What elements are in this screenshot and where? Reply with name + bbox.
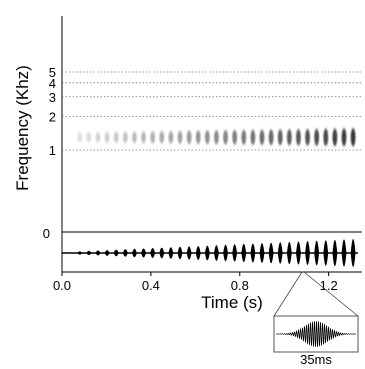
waveform-pulse bbox=[77, 251, 83, 255]
waveform-pulse bbox=[186, 246, 192, 260]
spectrogram-pulse bbox=[241, 129, 247, 145]
spectrogram-pulse bbox=[204, 130, 210, 145]
waveform-pulse bbox=[259, 243, 265, 263]
spectrogram-pulse bbox=[95, 132, 101, 143]
y-tick-label: 4 bbox=[49, 76, 56, 91]
waveform-pulse bbox=[95, 250, 101, 256]
waveform-pulse bbox=[286, 241, 292, 265]
waveform-zero-tick: 0 bbox=[43, 226, 50, 241]
y-tick-label: 5 bbox=[49, 65, 56, 80]
waveform-pulse bbox=[341, 239, 347, 267]
waveform-pulse bbox=[332, 239, 338, 267]
spectrogram-pulse bbox=[214, 130, 219, 145]
spectrogram-pulse bbox=[186, 130, 192, 144]
spectrogram-pulse bbox=[113, 131, 119, 143]
waveform-pulse bbox=[177, 246, 183, 260]
spectrogram-pulse bbox=[323, 128, 329, 146]
spectrogram-pulse bbox=[132, 131, 137, 144]
x-tick-label: 0.0 bbox=[53, 278, 71, 293]
spectrogram-pulse bbox=[296, 129, 301, 146]
inset-label: 35ms bbox=[300, 352, 332, 367]
x-tick-label: 0.4 bbox=[142, 278, 160, 293]
zoom-line-left bbox=[273, 271, 303, 317]
waveform-pulse bbox=[250, 243, 256, 263]
waveform-pulse bbox=[86, 250, 92, 256]
spectrogram-pulse bbox=[150, 131, 156, 144]
spectrogram-pulse bbox=[268, 129, 274, 146]
spectrogram-pulse bbox=[168, 130, 174, 144]
waveform-pulse bbox=[323, 240, 329, 266]
y-tick-label: 2 bbox=[49, 109, 56, 124]
spectrogram-pulse bbox=[223, 130, 228, 145]
spectrogram-pulse bbox=[77, 132, 83, 143]
spectrogram-pulse bbox=[104, 131, 110, 143]
y-tick-label: 1 bbox=[49, 143, 56, 158]
zoom-line-right bbox=[303, 271, 359, 317]
waveform-pulse bbox=[214, 245, 219, 261]
waveform-pulse bbox=[104, 250, 110, 256]
spectrogram-pulse bbox=[350, 128, 356, 147]
x-tick-label: 0.8 bbox=[231, 278, 249, 293]
waveform-pulse bbox=[296, 241, 301, 265]
spectrogram-pulse bbox=[141, 131, 146, 144]
y-axis-label: Frequency (Khz) bbox=[13, 65, 32, 191]
waveform-panel: 0 bbox=[43, 226, 358, 272]
waveform-pulse bbox=[159, 247, 165, 259]
spectrogram-pulse bbox=[286, 129, 292, 146]
spectrogram-pulses bbox=[77, 128, 356, 147]
waveform-pulse bbox=[141, 248, 146, 258]
inset-waveform bbox=[275, 321, 357, 347]
waveform-pulse bbox=[350, 239, 356, 267]
spectrogram-pulse bbox=[305, 128, 310, 146]
y-tick-label: 3 bbox=[49, 90, 56, 105]
spectrogram-pulse bbox=[250, 129, 256, 145]
spectrogram-pulse bbox=[277, 129, 283, 146]
waveform-pulse bbox=[305, 241, 310, 265]
x-tick-label: 1.2 bbox=[320, 278, 338, 293]
waveform-pulse bbox=[232, 244, 238, 262]
spectrogram-pulse bbox=[314, 128, 320, 146]
waveform-pulse bbox=[113, 249, 119, 257]
spectrogram-pulse bbox=[195, 130, 201, 145]
spectrogram-pulse bbox=[122, 131, 128, 143]
waveform-pulse bbox=[268, 242, 274, 264]
inset-zoom bbox=[273, 271, 359, 353]
x-axis-label: Time (s) bbox=[201, 293, 263, 312]
waveform-pulse bbox=[132, 248, 137, 258]
spectrogram-pulse bbox=[232, 130, 238, 145]
spectrogram-pulse bbox=[341, 128, 347, 147]
spectrogram-pulse bbox=[332, 128, 338, 147]
spectrogram-pulse bbox=[177, 130, 183, 144]
spectrogram-panel: 543 2 1 bbox=[49, 16, 362, 233]
waveform-pulse bbox=[204, 245, 210, 261]
spectrogram-pulse bbox=[259, 129, 265, 145]
waveform-pulse bbox=[195, 245, 201, 261]
waveform-pulse bbox=[168, 247, 174, 259]
spectrogram-pulse bbox=[86, 132, 92, 143]
x-axis: 0.0 0.4 0.8 1.2 bbox=[53, 271, 362, 293]
waveform-pulse bbox=[241, 243, 247, 263]
spectrogram-pulse bbox=[159, 131, 165, 144]
waveform-pulse bbox=[223, 244, 228, 262]
waveform-pulse bbox=[122, 249, 128, 257]
waveform-pulse bbox=[150, 248, 156, 258]
waveform-pulse bbox=[277, 242, 283, 264]
waveform-pulse bbox=[314, 240, 320, 266]
